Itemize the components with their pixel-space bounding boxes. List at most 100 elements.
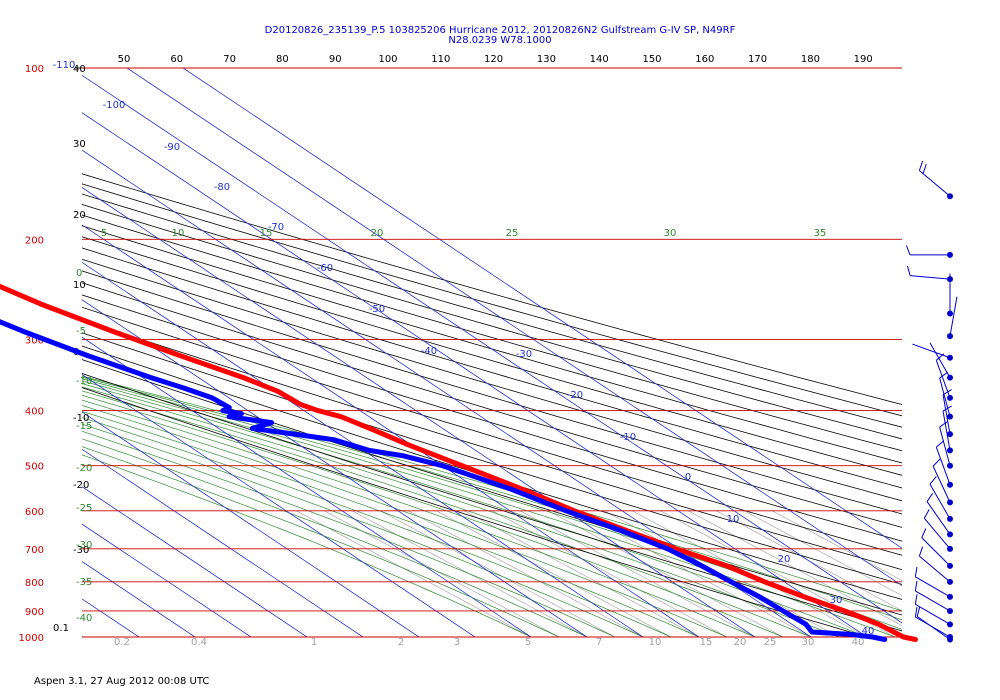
- wind-barb-station: [947, 310, 953, 317]
- dry-adiabat: [82, 225, 902, 464]
- mixing-ratio-label: 40: [852, 637, 865, 648]
- wind-barb-flag: [923, 509, 930, 519]
- dry-adiabat: [82, 373, 902, 632]
- wind-barb-station: [947, 354, 953, 361]
- wind-barb-flag: [926, 493, 934, 502]
- moist-adiabat: [82, 380, 896, 637]
- wind-barb-flag: [914, 594, 918, 605]
- moist-label: -15: [76, 421, 92, 432]
- mixing-ratio-label: 0.2: [114, 637, 130, 648]
- moist-label: -10: [76, 376, 92, 387]
- pressure-tick-label: 300: [25, 335, 44, 346]
- dry-adiabat: [82, 332, 902, 585]
- dry-adiabat: [82, 359, 902, 616]
- theta-tick-label: 140: [590, 54, 609, 65]
- mixing-ratio-label: 30: [802, 637, 815, 648]
- wind-barb-staff: [932, 465, 951, 503]
- wind-barb-station: [947, 578, 953, 585]
- wind-barb-staff: [935, 446, 951, 485]
- wind-barb-station: [947, 462, 953, 469]
- wind-barb-station: [947, 374, 953, 381]
- dry-adiabat: [82, 183, 902, 417]
- wind-barb-flag: [935, 440, 945, 448]
- pressure-tick-label: 500: [25, 462, 44, 473]
- isotherm: [82, 486, 308, 637]
- moist-adiabat: [82, 386, 840, 637]
- dry-adiabat: [82, 294, 902, 542]
- pressure-tick-label: 700: [25, 545, 44, 556]
- theta-tick-label: 150: [642, 54, 661, 65]
- moist-adiabat: [82, 438, 588, 637]
- isotherm: [82, 149, 812, 637]
- wind-barb: [905, 245, 953, 258]
- wind-barb: [921, 528, 953, 569]
- moist-adiabat: [82, 410, 700, 637]
- wind-barb-staff: [939, 377, 951, 417]
- moist-adiabat: [82, 430, 616, 637]
- wind-barb-flag: [905, 245, 911, 256]
- theta-e-label: 20: [371, 228, 384, 239]
- dry-adiabat: [82, 204, 902, 440]
- isotherm: [82, 411, 420, 637]
- dry-adiabat: [82, 247, 902, 489]
- wind-barb-station: [947, 562, 953, 569]
- mixing-ratio-label: 1: [311, 637, 317, 648]
- theta-tick-label: 60: [170, 54, 183, 65]
- left-temp-label: -20: [73, 480, 89, 491]
- moist-label: -35: [76, 577, 92, 588]
- dry-adiabat: [82, 319, 902, 571]
- isotherm: [82, 598, 140, 637]
- wind-barb-flag: [906, 265, 911, 276]
- temperature-label: -30: [516, 349, 532, 360]
- wind-barb: [914, 581, 953, 614]
- left-temp-label: 20: [73, 210, 86, 221]
- moist-label: -5: [76, 326, 86, 337]
- theta-tick-label: 180: [801, 54, 820, 65]
- theta-e-label: 35: [814, 228, 827, 239]
- moist-label: -20: [76, 463, 92, 474]
- wind-barb-station: [947, 531, 953, 538]
- mixing-ratio-line: [436, 510, 672, 637]
- plot-area: [82, 68, 902, 637]
- wind-barb: [914, 566, 953, 600]
- moist-label: -25: [76, 503, 92, 514]
- isotherm: [82, 187, 756, 637]
- chart-subtitle: N28.0239 W78.1000: [448, 35, 551, 46]
- theta-e-label: 30: [664, 228, 677, 239]
- theta-tick-label: 110: [431, 54, 450, 65]
- temperature-label: -90: [164, 142, 180, 153]
- wind-barb-flag: [914, 581, 918, 592]
- wind-barb-staff: [912, 343, 951, 359]
- wind-barb-staff: [949, 296, 958, 337]
- wind-barb: [942, 405, 953, 454]
- wind-barb-staff: [916, 616, 951, 640]
- dry-adiabat: [82, 193, 902, 428]
- wind-barb-station: [947, 636, 953, 643]
- wind-barb: [918, 160, 953, 200]
- pressure-tick-label: 900: [25, 607, 44, 618]
- wind-barb-station: [947, 515, 953, 522]
- wind-barb-staff: [921, 537, 951, 567]
- temperature-label: -70: [268, 222, 284, 233]
- wind-barb: [914, 594, 953, 628]
- dewpoint-trace: [0, 319, 888, 642]
- temperature-label: -40: [421, 346, 437, 357]
- dry-adiabat: [82, 282, 902, 528]
- wind-barb-station: [947, 193, 953, 200]
- isotherm: [82, 74, 902, 624]
- wind-barb: [929, 342, 953, 381]
- isotherm: [82, 261, 644, 637]
- theta-tick-label: 50: [118, 54, 131, 65]
- mixing-ratio-label: 5: [525, 637, 531, 648]
- wind-barb-station: [947, 431, 953, 438]
- moist-adiabat: [82, 423, 644, 637]
- wind-barb-station: [947, 593, 953, 600]
- isotherm: [82, 374, 476, 637]
- temperature-label: -20: [567, 390, 583, 401]
- dry-adiabat: [82, 173, 902, 405]
- moist-adiabat: [82, 405, 728, 637]
- wind-barb: [916, 606, 953, 643]
- moist-adiabat: [82, 378, 902, 630]
- temperature-label: 10: [727, 514, 740, 525]
- wind-barb: [918, 546, 953, 585]
